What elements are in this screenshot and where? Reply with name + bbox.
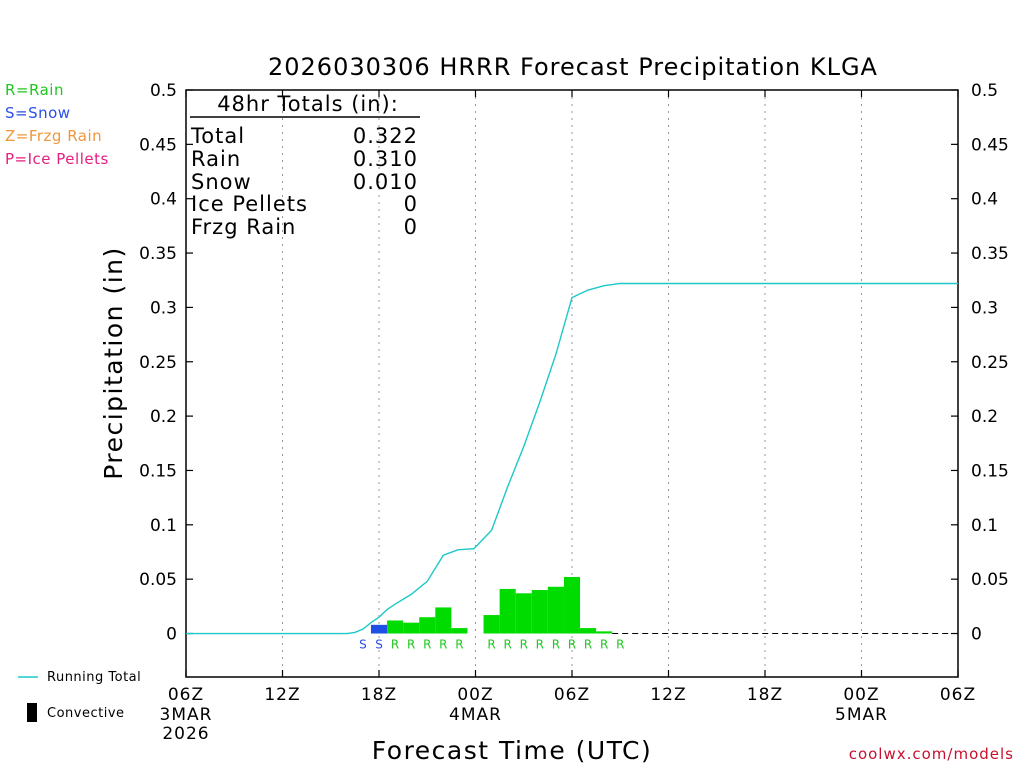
totals-label-ice-pellets: Ice Pellets <box>191 192 308 216</box>
x-tick-label: 06Z <box>168 685 204 705</box>
precip-bar <box>370 624 388 634</box>
totals-label-snow: Snow <box>191 170 252 194</box>
x-tick-label: 12Z <box>650 685 686 705</box>
credit-link[interactable]: coolwx.com/models <box>848 745 1014 763</box>
precip-bar <box>547 586 564 634</box>
y-tick-label-right: 0.35 <box>971 244 1009 264</box>
totals-label-total: Total <box>190 124 245 148</box>
y-tick-label-left: 0.45 <box>139 135 177 155</box>
y-tick-label-right: 0.3 <box>971 298 998 318</box>
y-axis-ticks: 0 00.05 0.050.1 0.10.15 0.150.2 0.20.25 0.250.… <box>139 81 1009 645</box>
y-tick-label-right: 0 <box>971 625 982 645</box>
x-tick-date: 4MAR <box>449 705 502 725</box>
running-total-legend-label: Running Total <box>47 670 142 685</box>
y-tick-label-left: 0.2 <box>150 407 177 427</box>
y-tick-label-left: 0.1 <box>150 516 177 536</box>
x-tick-date: 3MAR <box>160 705 213 725</box>
precip-type-marker: R <box>584 638 592 652</box>
convective-legend-label: Convective <box>47 706 125 721</box>
x-tick-label: 00Z <box>843 685 879 705</box>
x-tick-label: 06Z <box>940 685 976 705</box>
precip-type-marker: R <box>616 638 624 652</box>
x-tick-label: 12Z <box>264 685 300 705</box>
precip-bar <box>403 622 420 634</box>
x-tick-year: 2026 <box>162 724 209 744</box>
y-tick-label-right: 0.2 <box>971 407 998 427</box>
y-tick-label-left: 0.15 <box>139 461 177 481</box>
y-tick-label-left: 0.25 <box>139 353 177 373</box>
totals-label-frzg-rain: Frzg Rain <box>191 215 296 239</box>
precip-type-marker: R <box>391 638 399 652</box>
precip-type-marker: R <box>407 638 415 652</box>
legend-ice-pellets: P=Ice Pellets <box>5 150 109 168</box>
y-tick-label-left: 0.05 <box>139 570 177 590</box>
convective-legend-swatch <box>27 703 37 722</box>
totals-box: 48hr Totals (in): Total 0.322 Rain 0.310… <box>190 92 420 239</box>
x-tick-label: 06Z <box>554 685 590 705</box>
precip-bar <box>451 628 468 634</box>
precip-type-marker: R <box>568 638 576 652</box>
x-tick-label: 00Z <box>457 685 493 705</box>
y-tick-label-right: 0.1 <box>971 516 998 536</box>
hourly-bars <box>370 576 613 634</box>
precip-bar <box>580 628 597 634</box>
y-tick-label-right: 0.4 <box>971 190 998 210</box>
x-axis-title: Forecast Time (UTC) <box>372 736 652 765</box>
precip-bar <box>387 620 404 634</box>
precip-bar <box>435 607 452 634</box>
legend-snow: S=Snow <box>5 104 71 122</box>
precip-type-marker: R <box>423 638 431 652</box>
x-tick-label: 18Z <box>361 685 397 705</box>
totals-value-rain: 0.310 <box>353 147 418 171</box>
precip-bar <box>515 593 532 634</box>
precip-type-marker: R <box>552 638 560 652</box>
y-axis-title: Precipitation (in) <box>99 246 128 480</box>
totals-value-ice-pellets: 0 <box>404 192 418 216</box>
precip-type-marker: R <box>503 638 511 652</box>
precip-type-marker: R <box>439 638 447 652</box>
totals-label-rain: Rain <box>191 147 241 171</box>
precip-bar <box>596 631 613 634</box>
y-tick-label-left: 0.3 <box>150 298 177 318</box>
y-tick-label-right: 0.05 <box>971 570 1009 590</box>
x-tick-date: 5MAR <box>835 705 888 725</box>
totals-value-total: 0.322 <box>353 124 418 148</box>
precip-type-marker: R <box>455 638 463 652</box>
y-tick-label-right: 0.25 <box>971 353 1009 373</box>
y-tick-label-right: 0.45 <box>971 135 1009 155</box>
legend-frzg-rain: Z=Frzg Rain <box>5 127 103 145</box>
x-tick-label: 18Z <box>747 685 783 705</box>
totals-value-snow: 0.010 <box>353 170 418 194</box>
precip-type-marker: R <box>600 638 608 652</box>
legend-rain: R=Rain <box>5 81 64 99</box>
precip-type-marker: R <box>520 638 528 652</box>
precip-type-marker: R <box>536 638 544 652</box>
precip-bar <box>483 615 500 634</box>
precip-bar <box>563 576 581 634</box>
y-tick-label-left: 0.5 <box>150 81 177 101</box>
precip-type-marker: S <box>359 638 367 652</box>
y-tick-label-left: 0 <box>166 625 177 645</box>
precip-type-marker: R <box>487 638 495 652</box>
running-total-line <box>186 282 958 635</box>
y-tick-label-right: 0.15 <box>971 461 1009 481</box>
y-tick-label-right: 0.5 <box>971 81 998 101</box>
chart-title: 2026030306 HRRR Forecast Precipitation K… <box>268 53 878 81</box>
totals-value-frzg-rain: 0 <box>404 215 418 239</box>
totals-header: 48hr Totals (in): <box>217 92 399 116</box>
precip-type-marker: S <box>375 638 383 652</box>
precip-bar <box>531 590 548 634</box>
y-tick-label-left: 0.4 <box>150 190 177 210</box>
y-tick-label-left: 0.35 <box>139 244 177 264</box>
precip-bar <box>499 588 516 634</box>
precip-bar <box>419 617 436 634</box>
